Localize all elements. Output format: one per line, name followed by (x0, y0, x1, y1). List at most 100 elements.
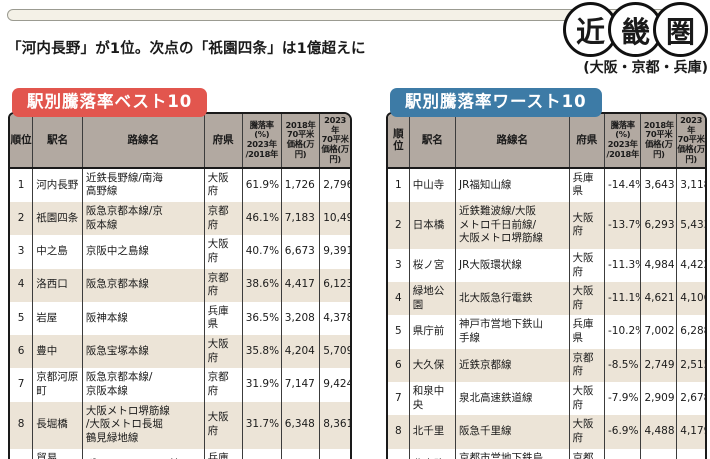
table-cell: 9 (388, 449, 409, 459)
table-cell: 貿易 センター (32, 448, 83, 459)
table-cell: 大阪メトロ堺筋線 /大阪メトロ長堀 鶴見緑地線 (81, 401, 205, 449)
table-cell: 阪急宝塚本線 (81, 335, 205, 369)
table-cell: 京都府 (568, 448, 605, 459)
best10-table: 順位 駅名 路線名 府県 騰落率(%) 2023年 /2018年 2018年 7… (10, 113, 350, 459)
table-cell: -8.5% (603, 348, 641, 383)
table-cell: 泉北高速鉄道線 (455, 382, 569, 416)
table-cell: 6,004 (319, 448, 350, 459)
table-cell: 4,417 (280, 268, 320, 302)
table-cell: 61.9% (241, 167, 282, 202)
table-cell: JR大阪環状線 (455, 248, 569, 283)
table-cell: 大阪府 (568, 382, 605, 416)
table-cell: -13.7% (603, 201, 641, 249)
table-cell: 3,118 (676, 167, 705, 202)
table-cell: 祇園四条 (32, 201, 83, 236)
table-cell: 40.7% (241, 235, 282, 269)
table-cell: 31.9% (241, 368, 282, 402)
table-cell: 9,391 (319, 235, 350, 269)
table-cell: 5 (395, 325, 402, 338)
table-cell: 阪急千里線 (455, 415, 569, 449)
table-cell: 35.8% (241, 335, 282, 369)
table-cell: 8 (17, 418, 25, 431)
table-cell: 1,726 (280, 167, 320, 202)
table-cell: 大阪府 (568, 282, 605, 316)
table-cell: 近鉄京都線 (455, 348, 569, 383)
table-cell: 6,556 (640, 448, 677, 459)
column-header-station: 駅名 (408, 113, 456, 169)
column-header-price-2023: 2023年 70平米 価格(万円) (676, 113, 705, 169)
table-cell: 4,573 (280, 448, 320, 459)
table-cell: 長堀橋 (32, 401, 83, 449)
table-cell: 緑地公園 (408, 282, 456, 316)
table-cell: 7,147 (280, 368, 320, 402)
table-cell: ポートアイランド線 (81, 448, 205, 459)
worst10-table-body: 1中山寺JR福知山線兵庫県-14.4%3,6433,1182日本橋近鉄難波線/大… (388, 167, 705, 459)
table-cell: 6 (395, 358, 402, 371)
worst10-table-frame: 順位 駅名 路線名 府県 騰落率(%) 2023年 /2018年 2018年 7… (386, 111, 707, 459)
table-cell: 4,422 (676, 248, 705, 283)
table-cell: 兵庫県 (203, 448, 243, 459)
table-row: 9北大路京都市営地下鉄烏 丸線京都府-5.4%6,5566,203 (388, 448, 705, 459)
table-cell: 日本橋 (408, 201, 456, 249)
worst10-header-row: 順位 駅名 路線名 府県 騰落率(%) 2023年 /2018年 2018年 7… (388, 113, 705, 169)
column-header-price-2023: 2023年 70平米 価格(万円) (319, 113, 350, 169)
table-cell: 2,796 (319, 167, 350, 202)
table-cell: 4,621 (640, 282, 677, 316)
table-cell: 3 (395, 258, 402, 271)
region-area-note: (大阪・京都・兵庫) (583, 60, 708, 76)
table-cell: 大阪府 (568, 415, 605, 449)
table-cell: 中山寺 (408, 167, 456, 202)
table-cell: 3,643 (640, 167, 677, 202)
table-cell: 和泉中央 (408, 382, 456, 416)
table-cell: 豊中 (32, 335, 83, 369)
table-cell: 38.6% (241, 268, 282, 302)
table-cell: 1 (17, 178, 25, 191)
page-subtitle: 「河内長野」が1位。次点の「祇園四条」は1億超えに (7, 41, 366, 57)
table-cell: 46.1% (241, 201, 282, 236)
table-cell: 桜ノ宮 (408, 248, 456, 283)
column-header-rank: 順位 (388, 113, 410, 169)
table-cell: 4,204 (280, 335, 320, 369)
table-cell: -11.3% (603, 248, 641, 283)
table-cell: 神戸市営地下鉄山 手線 (455, 315, 569, 349)
table-cell: 河内長野 (32, 167, 83, 202)
table-cell: 6,288 (676, 315, 705, 349)
table-cell: 北大路 (408, 448, 456, 459)
column-header-price-2018: 2018年 70平米 価格(万円) (280, 113, 320, 169)
best10-section: 駅別騰落率ベスト10 順位 駅名 路線名 府県 騰落率(%) 2023年 /20… (8, 88, 352, 459)
column-header-line: 路線名 (81, 113, 205, 169)
table-cell: -14.4% (603, 167, 641, 202)
table-cell: 2,909 (640, 382, 677, 416)
table-cell: 大阪府 (203, 167, 243, 202)
table-cell: 4,179 (676, 415, 705, 449)
table-cell: 6,293 (640, 201, 677, 249)
table-cell: 10,498 (319, 201, 350, 236)
table-cell: 4,106 (676, 282, 705, 316)
column-header-prefecture: 府県 (203, 113, 243, 169)
table-cell: 兵庫県 (203, 301, 243, 336)
table-cell: 2 (17, 211, 25, 224)
table-cell: 7 (17, 378, 25, 391)
table-cell: 京都府 (203, 368, 243, 402)
table-cell: 京都府 (203, 268, 243, 302)
table-cell: -6.9% (603, 415, 641, 449)
table-cell: 5,433 (676, 201, 705, 249)
table-cell: 阪急京都本線/ 京阪本線 (81, 368, 205, 402)
column-header-price-2018: 2018年 70平米 価格(万円) (640, 113, 677, 169)
table-cell: 県庁前 (408, 315, 456, 349)
table-cell: -7.9% (603, 382, 641, 416)
region-logo: 近 畿 圏 (563, 2, 708, 57)
table-cell: 1 (395, 178, 402, 191)
table-cell: 京都府 (203, 201, 243, 236)
table-row: 8 長堀橋 大阪メトロ堺筋線 /大阪メトロ長堀 鶴見緑地線 大阪府 31.7% 6,348… (10, 401, 350, 449)
